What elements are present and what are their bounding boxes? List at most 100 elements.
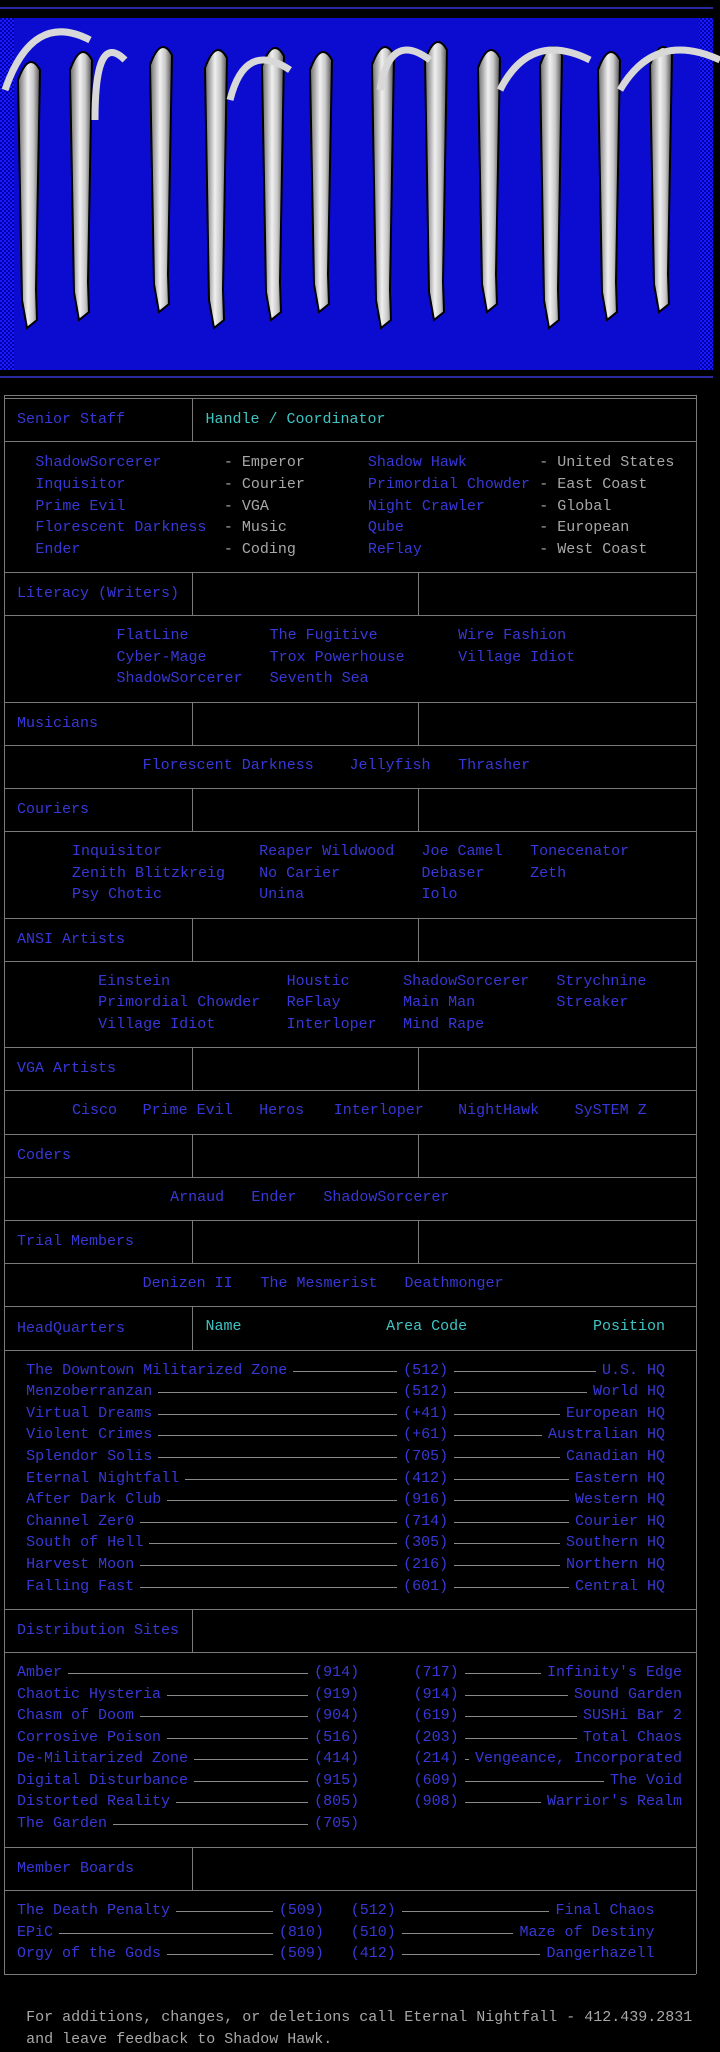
board-name: South of Hell — [26, 1534, 144, 1552]
leader — [68, 1672, 309, 1674]
logo-letters — [1, 28, 720, 330]
member: Deathmonger — [404, 1275, 504, 1293]
leader — [464, 1759, 469, 1761]
board-name: Virtual Dreams — [26, 1404, 153, 1422]
area-code: (+61) — [403, 1426, 449, 1444]
rule — [417, 572, 419, 616]
member: The Fugitive — [269, 627, 378, 645]
rule — [3, 1263, 697, 1265]
footer-text: and leave feedback to Shadow Hawk. — [26, 2031, 333, 2049]
area-code: (904) — [314, 1707, 360, 1725]
footer-text: For additions, changes, or deletions cal… — [26, 2009, 693, 2027]
rule — [192, 1219, 194, 1264]
leader — [140, 1521, 398, 1523]
area-code: (305) — [403, 1534, 449, 1552]
logo-stroke — [1, 28, 92, 92]
logo-stroke — [496, 46, 592, 92]
board-name: Sound Garden — [573, 1685, 682, 1703]
area-code: (916) — [403, 1491, 449, 1509]
area-code: (805) — [314, 1793, 360, 1811]
leader — [454, 1543, 560, 1545]
rule — [192, 1306, 194, 1350]
board-name: Digital Disturbance — [17, 1771, 189, 1789]
leader — [194, 1759, 309, 1761]
member: Inquisitor — [71, 843, 162, 861]
rule — [192, 1608, 194, 1652]
member: Main Man — [403, 994, 476, 1012]
rule — [417, 1219, 419, 1264]
area-code: (414) — [314, 1750, 360, 1768]
leader — [176, 1911, 273, 1913]
member: Village Idiot — [458, 648, 576, 666]
rule — [3, 917, 697, 919]
leader — [140, 1564, 398, 1566]
column-header: Position — [592, 1318, 665, 1336]
board-name: Menzoberranzan — [26, 1383, 153, 1401]
member: Thrasher — [458, 756, 531, 774]
area-code: (619) — [413, 1707, 459, 1725]
position: Australian HQ — [547, 1426, 665, 1444]
area-code: (705) — [403, 1447, 449, 1465]
rule — [3, 572, 697, 574]
leader — [185, 1478, 398, 1480]
board-name: Harvest Moon — [26, 1555, 135, 1573]
member: Prime Evil — [142, 1102, 233, 1120]
position: U.S. HQ — [601, 1361, 665, 1379]
member: Florescent Darkness — [142, 756, 314, 774]
rule — [192, 701, 194, 745]
position: Canadian HQ — [565, 1447, 665, 1465]
member: ShadowSorcerer — [323, 1188, 450, 1206]
leader — [464, 1694, 568, 1696]
area-code: (601) — [403, 1577, 449, 1595]
logo-edge — [0, 18, 14, 370]
area-code: (512) — [403, 1361, 449, 1379]
member: SySTEM Z — [574, 1102, 647, 1120]
leader — [464, 1802, 541, 1804]
leader — [167, 1694, 309, 1696]
leader — [454, 1392, 587, 1394]
board-name: Channel Zer0 — [26, 1512, 135, 1530]
member: Primordial Chowder — [98, 994, 261, 1012]
logo-stroke — [538, 46, 564, 330]
board-name: The Death Penalty — [17, 1902, 171, 1920]
leader — [454, 1586, 569, 1588]
leader — [167, 1500, 398, 1502]
handle: ShadowSorcerer — [35, 454, 162, 472]
section-title: Coders — [17, 1146, 72, 1164]
board-name: Corrosive Poison — [17, 1728, 162, 1746]
member: FlatLine — [116, 627, 189, 645]
rule — [3, 701, 697, 703]
area-code: (+41) — [403, 1404, 449, 1422]
leader — [454, 1521, 569, 1523]
area-code: (914) — [413, 1685, 459, 1703]
rule — [696, 395, 698, 1974]
logo-stroke — [308, 51, 334, 314]
role: - East Coast — [539, 475, 648, 493]
logo-stroke — [148, 46, 174, 314]
leader — [454, 1564, 560, 1566]
role: - Courier — [223, 475, 305, 493]
role: - VGA — [223, 497, 269, 515]
rule — [192, 1846, 194, 1891]
logo-stroke — [91, 49, 128, 121]
leader — [464, 1672, 541, 1674]
area-code: (810) — [278, 1923, 324, 1941]
rule — [192, 788, 194, 832]
role: - Global — [539, 497, 612, 515]
member: Trox Powerhouse — [269, 648, 405, 666]
leader — [158, 1435, 398, 1437]
member: Wire Fashion — [458, 627, 567, 645]
member: Unina — [259, 886, 305, 904]
section-title: Couriers — [17, 801, 90, 819]
leader — [158, 1456, 398, 1458]
rule — [417, 788, 419, 832]
board-name: The Garden — [17, 1815, 108, 1833]
board-name: Chasm of Doom — [17, 1707, 135, 1725]
area-code: (509) — [278, 1902, 324, 1920]
member: Cisco — [71, 1102, 117, 1120]
handle: Florescent Darkness — [35, 519, 207, 537]
member: Village Idiot — [98, 1015, 216, 1033]
position: Central HQ — [574, 1577, 665, 1595]
member: Streaker — [556, 994, 629, 1012]
rule — [3, 1090, 697, 1092]
